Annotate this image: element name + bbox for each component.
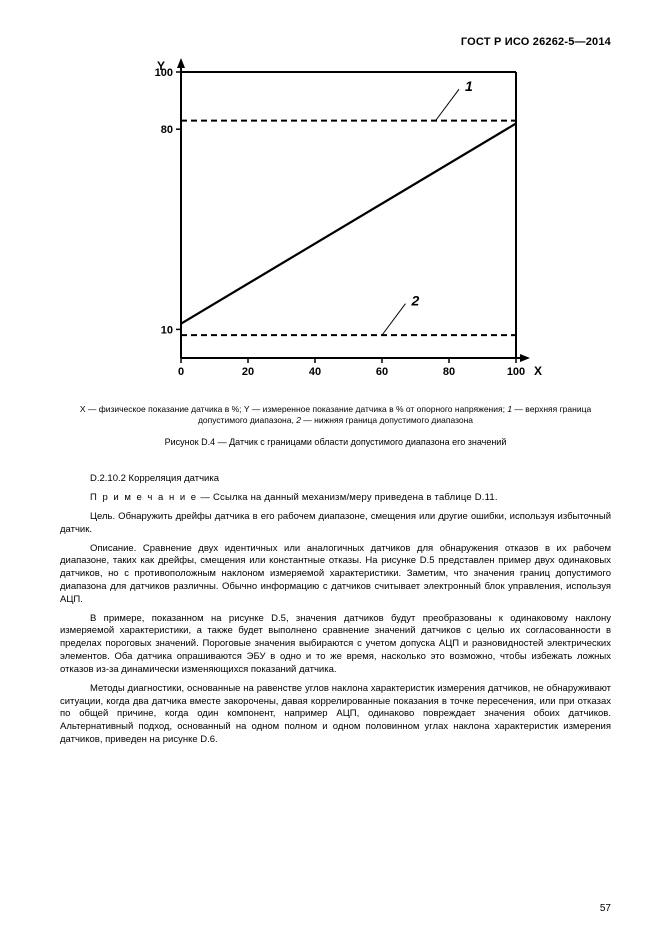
- svg-text:80: 80: [442, 366, 454, 378]
- doc-id-header: ГОСТ Р ИСО 26262-5—2014: [60, 36, 611, 48]
- svg-text:40: 40: [308, 366, 320, 378]
- paragraph-goal: Цель. Обнаружить дрейфы датчика в его ра…: [60, 511, 611, 537]
- figure-title: Рисунок D.4 — Датчик с границами области…: [60, 437, 611, 447]
- svg-text:10: 10: [160, 324, 172, 336]
- svg-text:80: 80: [160, 124, 172, 136]
- chart-container: 0204060801001080100YX12: [60, 54, 611, 394]
- svg-text:20: 20: [241, 366, 253, 378]
- paragraph-methods: Методы диагностики, основанные на равенс…: [60, 683, 611, 747]
- section-number: D.2.10.2 Корреляция датчика: [90, 473, 611, 484]
- note-line: П р и м е ч а н и е — Ссылка на данный м…: [90, 492, 611, 503]
- svg-text:Y: Y: [156, 59, 164, 73]
- paragraph-example: В примере, показанном на рисунке D.5, зн…: [60, 613, 611, 677]
- svg-text:1: 1: [465, 78, 473, 94]
- legend-text-c: — верхняя граница: [512, 404, 591, 414]
- note-label: П р и м е ч а н и е: [90, 492, 198, 503]
- legend-text-2c: — нижняя граница допустимого диапазона: [301, 415, 473, 425]
- page: ГОСТ Р ИСО 26262-5—2014 0 20 40 60 80 100 10 80…: [0, 0, 661, 936]
- svg-text:0: 0: [177, 366, 183, 378]
- sensor-range-chart: 0204060801001080100YX12: [126, 54, 546, 394]
- svg-text:100: 100: [506, 366, 524, 378]
- note-body: — Ссылка на данный механизм/меру приведе…: [198, 492, 498, 503]
- paragraph-description: Описание. Сравнение двух идентичных или …: [60, 543, 611, 607]
- page-number: 57: [600, 903, 611, 914]
- chart-legend: X — физическое показание датчика в %; Y …: [60, 404, 611, 427]
- svg-text:X: X: [534, 364, 542, 378]
- svg-text:2: 2: [410, 293, 419, 309]
- legend-text-a: X — физическое показание датчика в %; Y …: [80, 404, 508, 414]
- svg-text:60: 60: [375, 366, 387, 378]
- legend-text-2a: допустимого диапазона,: [198, 415, 296, 425]
